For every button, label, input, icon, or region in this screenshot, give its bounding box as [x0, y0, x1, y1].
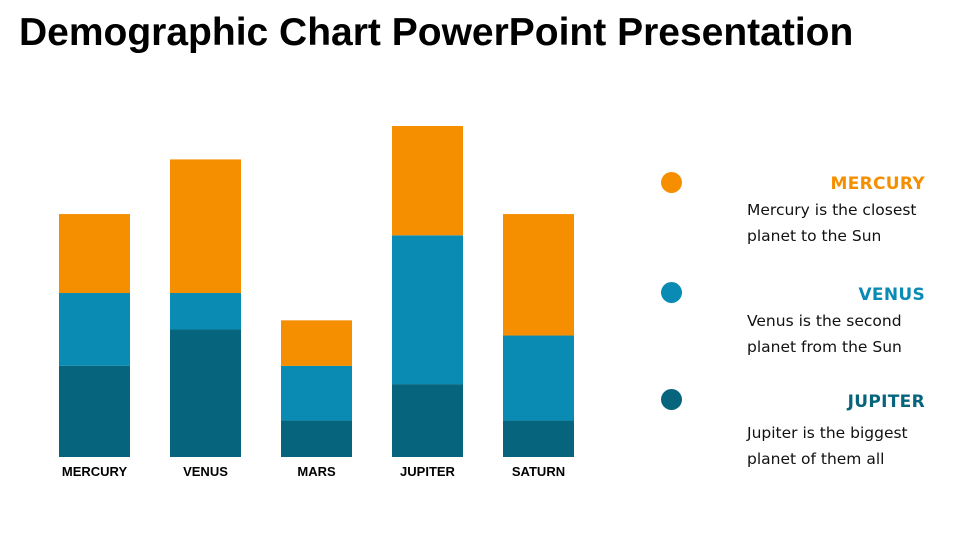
- legend-dot-jupiter: [661, 389, 682, 410]
- stacked-bar-chart: MERCURY VENUS MARS JUPITER SATURN: [59, 126, 574, 479]
- legend-dot-venus: [661, 282, 682, 303]
- bar-segment-venus-venus: [170, 293, 241, 330]
- legend-desc-line: planet of them all: [747, 450, 885, 468]
- legend-desc-line: planet to the Sun: [747, 227, 882, 245]
- bar-segment-venus-mercury: [170, 159, 241, 294]
- bar-segment-saturn-venus: [503, 335, 574, 421]
- x-tick-label-venus: VENUS: [183, 464, 228, 479]
- bar-segment-mercury-jupiter: [59, 365, 130, 457]
- legend-title-mercury: MERCURY: [830, 174, 925, 194]
- legend-desc-line: Jupiter is the biggest: [747, 424, 908, 442]
- legend-desc-venus: Venus is the second planet from the Sun: [747, 308, 952, 360]
- x-tick-label-mars: MARS: [297, 464, 336, 479]
- bar-segment-mercury-venus: [59, 293, 130, 366]
- legend-item-mercury: MERCURY Mercury is the closest planet to…: [0, 0, 960, 245]
- bar-segment-venus-jupiter: [170, 329, 241, 457]
- bar-segment-mercury-mercury: [59, 214, 130, 294]
- legend-desc-line: Mercury is the closest: [747, 201, 917, 219]
- legend-desc-mercury: Mercury is the closest planet to the Sun: [747, 197, 952, 249]
- bar-segment-saturn-mercury: [503, 214, 574, 336]
- slide-title: Demographic Chart PowerPoint Presentatio…: [19, 11, 854, 54]
- bar-segment-mars-jupiter: [281, 420, 352, 457]
- legend-item-jupiter: JUPITER Jupiter is the biggest planet of…: [0, 0, 960, 468]
- legend-desc-line: Venus is the second: [747, 312, 902, 330]
- legend-dot-mercury: [661, 172, 682, 193]
- bar-segment-saturn-jupiter: [503, 420, 574, 457]
- bar-segment-jupiter-mercury: [392, 126, 463, 236]
- legend-desc-jupiter: Jupiter is the biggest planet of them al…: [747, 420, 952, 472]
- x-tick-label-mercury: MERCURY: [62, 464, 128, 479]
- bar-segment-mars-venus: [281, 365, 352, 421]
- bar-segment-jupiter-venus: [392, 235, 463, 385]
- bar-group: [59, 126, 574, 457]
- legend-desc-line: planet from the Sun: [747, 338, 902, 356]
- x-tick-label-jupiter: JUPITER: [400, 464, 456, 479]
- bar-segment-jupiter-jupiter: [392, 384, 463, 457]
- legend-title-venus: VENUS: [858, 285, 925, 305]
- legend-item-venus: VENUS Venus is the second planet from th…: [0, 0, 960, 356]
- x-axis-tick-labels: MERCURY VENUS MARS JUPITER SATURN: [62, 464, 565, 479]
- legend-title-jupiter: JUPITER: [847, 392, 925, 412]
- x-tick-label-saturn: SATURN: [512, 464, 565, 479]
- bar-segment-mars-mercury: [281, 320, 352, 366]
